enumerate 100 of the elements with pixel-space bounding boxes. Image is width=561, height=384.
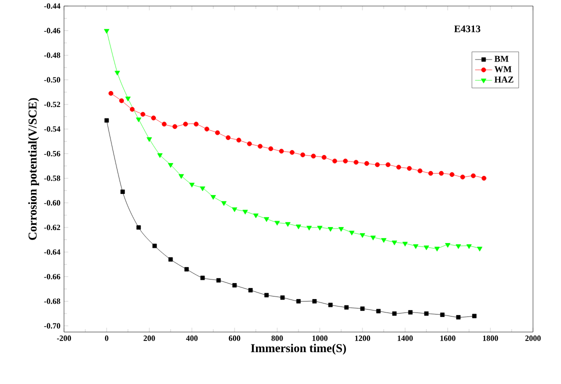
point (280, 295, 285, 300)
point (236, 138, 242, 143)
point (338, 227, 344, 232)
point (119, 98, 124, 104)
point (258, 144, 263, 149)
point (434, 246, 440, 252)
point (328, 302, 333, 308)
point (264, 217, 270, 222)
point (268, 146, 274, 152)
point (104, 118, 109, 123)
point (376, 308, 381, 314)
point (408, 310, 413, 315)
point (108, 90, 114, 96)
point (445, 243, 450, 248)
point (194, 122, 199, 127)
point (168, 163, 174, 168)
point (406, 166, 412, 171)
point (152, 244, 157, 248)
point (157, 153, 163, 158)
point (344, 305, 349, 310)
point (274, 220, 280, 226)
point (386, 162, 390, 168)
point (125, 96, 131, 102)
point (242, 210, 248, 215)
point (413, 244, 418, 249)
point (120, 190, 125, 194)
point (374, 162, 380, 168)
legend-label: BM (494, 56, 508, 62)
point (460, 174, 466, 180)
point (221, 201, 227, 206)
x-axis-title: Immersion time(S) (250, 344, 346, 355)
point (466, 244, 472, 249)
point (306, 226, 312, 231)
point (472, 314, 477, 318)
point (332, 158, 338, 164)
legend-title: E4313 (454, 26, 480, 32)
point (311, 154, 316, 158)
point (189, 182, 195, 188)
point (364, 161, 370, 166)
point (477, 246, 482, 252)
point (402, 242, 408, 246)
point (360, 306, 365, 311)
point (151, 116, 156, 120)
point (392, 311, 397, 316)
point (328, 227, 334, 232)
point (456, 244, 462, 249)
point (279, 148, 284, 154)
point (162, 122, 167, 127)
point (285, 222, 291, 227)
point (168, 257, 173, 262)
point (210, 195, 216, 200)
point (114, 70, 120, 76)
point (140, 112, 146, 117)
point (296, 299, 301, 304)
point (264, 292, 269, 298)
point (104, 29, 110, 34)
point (343, 158, 348, 164)
point (424, 311, 429, 316)
y-axis-title: Corrosion potential(V/SCE) (28, 98, 40, 240)
point (317, 226, 322, 231)
point (232, 283, 237, 288)
point (354, 160, 358, 165)
point (136, 118, 142, 122)
point (290, 150, 294, 155)
point (204, 126, 210, 132)
point (146, 137, 152, 142)
point (312, 299, 317, 304)
point (428, 170, 434, 176)
point (456, 315, 461, 320)
point (418, 168, 422, 174)
point (470, 173, 476, 178)
point (184, 267, 189, 272)
point (300, 152, 306, 158)
point (183, 122, 188, 127)
point (482, 176, 486, 181)
point (450, 172, 454, 177)
point (381, 238, 386, 243)
point (322, 154, 326, 160)
point (226, 135, 231, 140)
point (248, 288, 253, 292)
point (438, 170, 444, 176)
point (396, 164, 402, 170)
point (200, 276, 205, 280)
point (360, 233, 366, 238)
legend-label: WM (494, 66, 512, 72)
legend-label: HAZ (494, 76, 514, 82)
point (216, 278, 221, 283)
point (349, 230, 354, 236)
point (178, 174, 184, 179)
point (296, 224, 302, 230)
point (172, 124, 178, 129)
point (253, 214, 259, 218)
point (247, 141, 252, 146)
point (130, 106, 135, 112)
point (392, 240, 398, 246)
point (440, 312, 445, 317)
point (424, 246, 430, 250)
point (215, 130, 220, 136)
point (232, 207, 238, 212)
point (200, 186, 206, 192)
